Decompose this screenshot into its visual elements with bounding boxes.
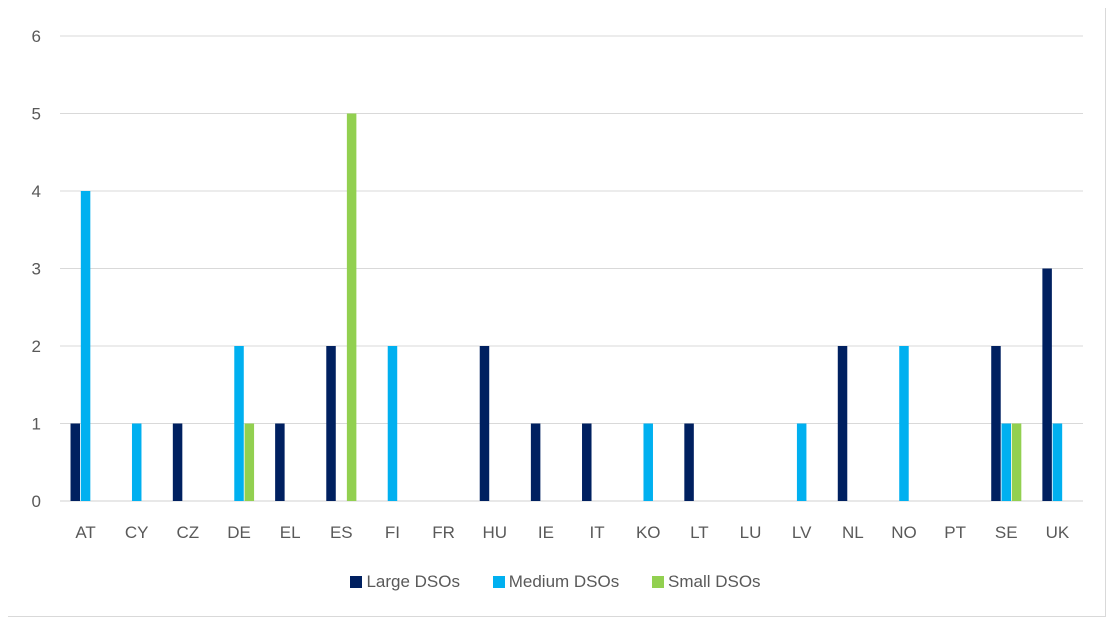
bar-at-large (70, 423, 81, 501)
bar-uk-medium (1052, 423, 1063, 501)
bar-hu-large (479, 346, 490, 501)
x-tick-label: NL (842, 523, 864, 542)
x-tick-label: LV (792, 523, 812, 542)
bar-cz-large (172, 423, 183, 501)
legend-swatch-medium (492, 576, 505, 588)
bar-fi-medium (387, 346, 398, 501)
bar-lt-large (684, 423, 694, 501)
legend-swatch-large (350, 576, 363, 588)
x-tick-label: HU (482, 523, 507, 542)
x-tick-label: CZ (177, 523, 200, 542)
bar-se-large (991, 346, 1001, 501)
legend-label-small: Small DSOs (667, 572, 761, 591)
bar-es-large (326, 346, 336, 501)
bar-el-large (275, 423, 285, 501)
legend-item-medium: Medium DSOs (492, 572, 620, 592)
x-tick-label: NO (891, 523, 917, 542)
x-tick-label: IE (538, 523, 554, 542)
y-tick-label: 0 (32, 492, 41, 511)
bar-es-small (346, 113, 357, 501)
x-tick-label: KO (636, 523, 661, 542)
gridlines (60, 35, 1083, 502)
bar-cy-medium (131, 423, 142, 501)
bars (70, 113, 1063, 501)
x-tick-label: FI (385, 523, 400, 542)
legend-swatch-small (651, 576, 664, 588)
bar-ie-large (530, 423, 541, 501)
bar-at-medium (80, 191, 91, 501)
legend-label-large: Large DSOs (366, 572, 460, 591)
bar-no-medium (899, 346, 909, 501)
x-tick-label: IT (590, 523, 605, 542)
y-tick-label: 2 (32, 337, 41, 356)
x-tick-label: CY (125, 523, 149, 542)
bar-ko-medium (643, 423, 653, 501)
x-axis-ticks: AT CY CZ DE EL ES FI FR HU IE IT KO LT LU LV NL NO PT SE UK (75, 523, 1070, 542)
legend-item-large: Large DSOs (350, 572, 460, 592)
bar-de-small (244, 423, 255, 501)
bar-it-large (582, 423, 592, 501)
legend: Large DSOs Medium DSOs Small DSOs (0, 572, 1111, 593)
bar-nl-large (837, 346, 848, 501)
bar-uk-large (1042, 268, 1052, 501)
x-tick-label: EL (280, 523, 301, 542)
chart-frame (8, 8, 1106, 617)
legend-item-small: Small DSOs (651, 572, 761, 592)
x-tick-label: FR (432, 523, 455, 542)
y-tick-label: 3 (32, 260, 41, 279)
x-tick-label: PT (944, 523, 966, 542)
x-tick-label: DE (227, 523, 251, 542)
bar-se-medium (1001, 423, 1012, 501)
y-tick-label: 1 (32, 415, 41, 434)
x-tick-label: LT (690, 523, 709, 542)
legend-label-medium: Medium DSOs (508, 572, 620, 591)
bar-se-small (1011, 423, 1022, 501)
bar-de-medium (234, 346, 244, 501)
x-tick-label: UK (1046, 523, 1070, 542)
x-tick-label: SE (995, 523, 1018, 542)
x-tick-label: LU (740, 523, 762, 542)
y-axis-ticks: 0 1 2 3 4 5 6 (32, 27, 41, 511)
bar-lv-medium (796, 423, 807, 501)
x-tick-label: ES (330, 523, 353, 542)
y-tick-label: 6 (32, 27, 41, 46)
y-tick-label: 5 (32, 105, 41, 124)
x-tick-label: AT (75, 523, 95, 542)
y-tick-label: 4 (32, 182, 41, 201)
